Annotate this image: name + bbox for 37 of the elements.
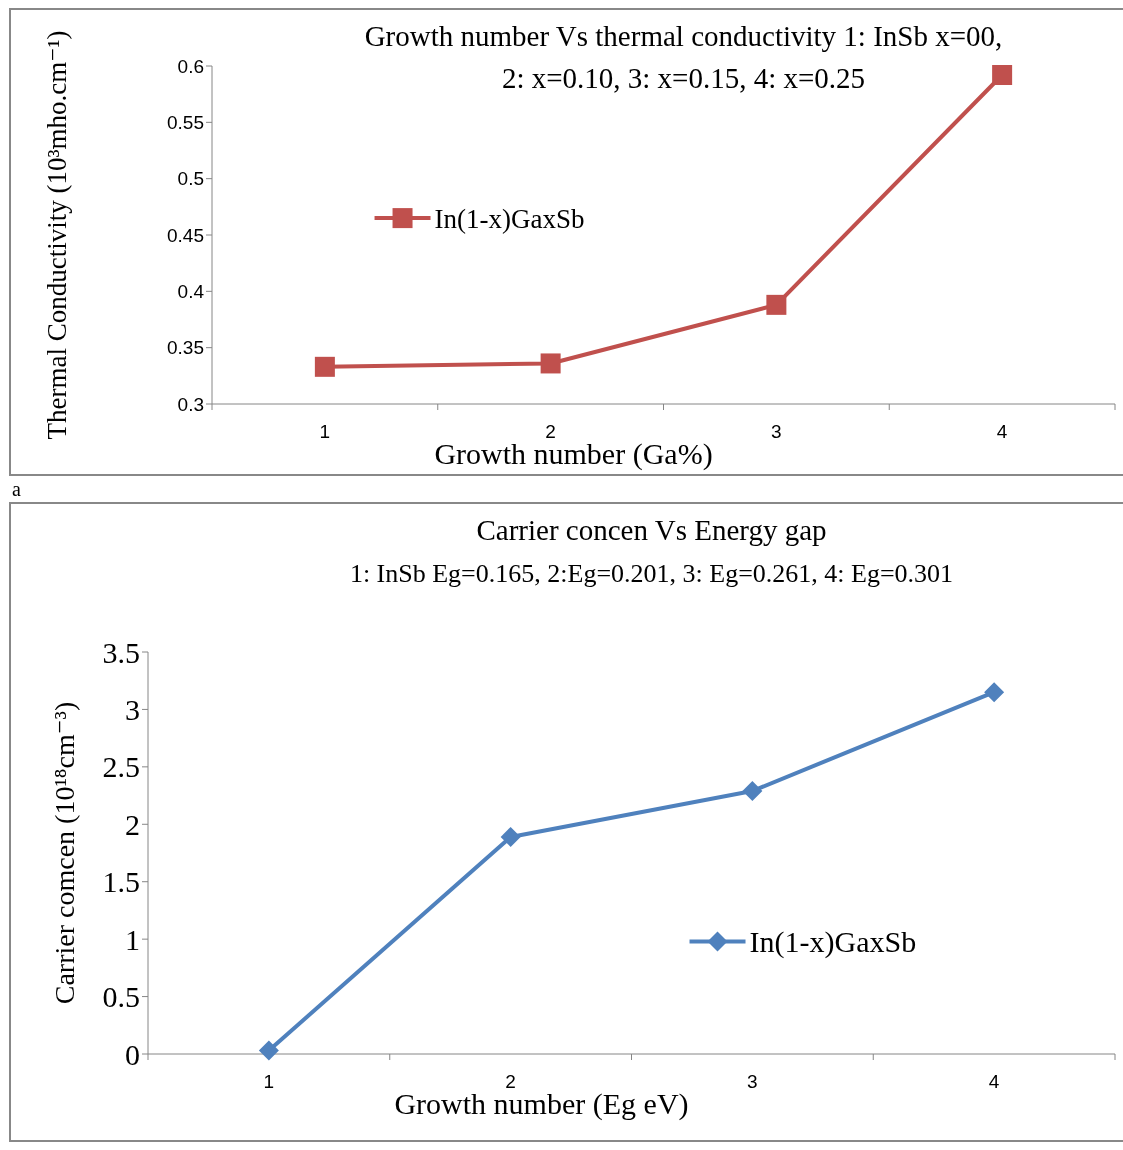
text: a bbox=[12, 478, 21, 500]
y-tick-label: 1 bbox=[125, 922, 140, 956]
point bbox=[992, 65, 1013, 86]
y-tick-label: 0.35 bbox=[167, 337, 204, 359]
y-tick-label: 1.5 bbox=[102, 865, 140, 899]
y-tick-label: 0.4 bbox=[177, 280, 205, 302]
y-tick-label: 0 bbox=[125, 1037, 140, 1071]
y-tick-label: 0.5 bbox=[177, 168, 204, 190]
point bbox=[500, 826, 521, 847]
point bbox=[766, 294, 787, 315]
x-tick-label: 4 bbox=[988, 1071, 1000, 1092]
x-tick-label: 1 bbox=[263, 1071, 275, 1092]
y-tick-label: 2 bbox=[125, 807, 140, 841]
x-tick-label: 1 bbox=[319, 421, 331, 442]
y-tick-label: 0.6 bbox=[177, 55, 204, 77]
chart-title: Growth number Vs thermal conductivity 1: InSb x=00, 2: x=0.10, 3: x=0.15, 4: x=0.25 bbox=[364, 20, 1003, 94]
x-tick-label: 3 bbox=[747, 1071, 758, 1092]
legend-label: In(1-x)GaxSb bbox=[749, 924, 917, 959]
y-tick-label: 0.45 bbox=[167, 224, 204, 246]
y-axis-title: Thermal Conductivity (10³mho.cm⁻¹) bbox=[42, 30, 72, 440]
y-tick-label: 3.5 bbox=[102, 635, 140, 669]
chart-title: Carrier concen Vs Energy gap bbox=[476, 514, 827, 546]
x-tick-label: 4 bbox=[996, 421, 1008, 442]
point bbox=[540, 353, 561, 374]
y-tick-label: 3 bbox=[125, 692, 140, 726]
point bbox=[984, 682, 1005, 703]
point bbox=[258, 1040, 279, 1061]
point bbox=[314, 356, 335, 377]
y-axis-title: Carrier comcen (10¹⁸cm⁻³) bbox=[49, 701, 80, 1005]
point bbox=[742, 780, 763, 801]
chart-subtitle: 1: InSb Eg=0.165, 2:Eg=0.201, 3: Eg=0.261, 4: Eg=0.301 bbox=[349, 559, 954, 588]
y-tick-label: 2.5 bbox=[102, 750, 140, 784]
y-tick-label: 0.55 bbox=[167, 111, 204, 133]
y-tick-label: 0.3 bbox=[177, 393, 204, 415]
x-tick-label: 3 bbox=[771, 421, 782, 442]
y-tick-label: 0.5 bbox=[102, 980, 140, 1014]
legend-label: In(1-x)GaxSb bbox=[434, 203, 585, 234]
